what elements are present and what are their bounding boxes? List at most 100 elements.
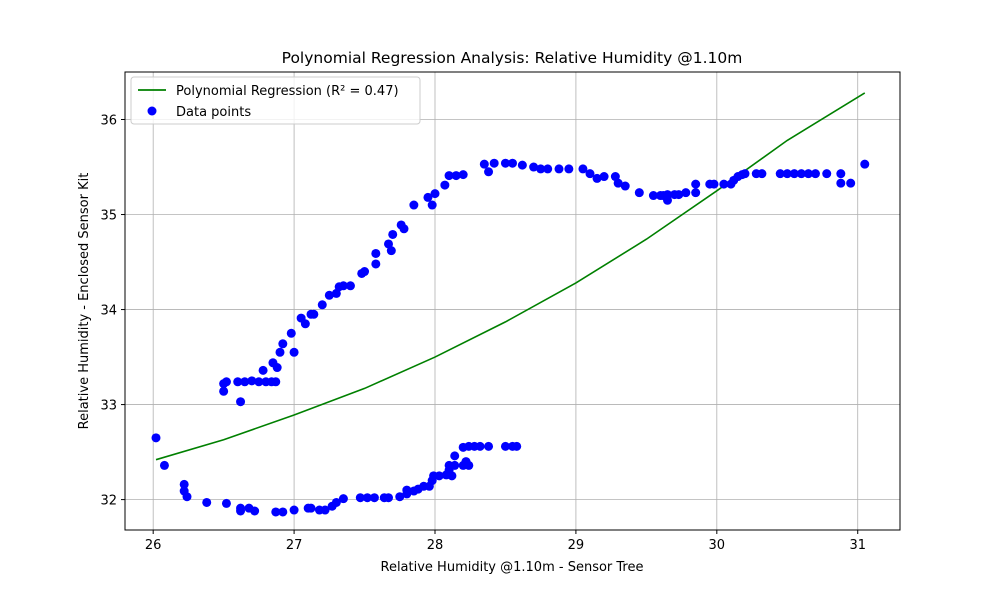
data-point <box>440 180 450 190</box>
data-point <box>846 178 856 188</box>
data-point <box>860 159 870 169</box>
data-point <box>479 159 489 169</box>
x-tick-label: 26 <box>145 538 162 553</box>
data-point <box>681 188 691 198</box>
data-point <box>663 195 672 205</box>
data-point <box>233 377 243 387</box>
data-point <box>320 505 330 515</box>
data-point <box>500 441 510 451</box>
data-point <box>254 377 264 387</box>
data-point <box>250 506 260 516</box>
data-point <box>592 173 602 183</box>
data-point <box>451 171 461 181</box>
data-point <box>782 169 792 179</box>
data-point <box>402 485 412 495</box>
data-point <box>430 189 440 199</box>
y-tick-label: 33 <box>100 399 117 414</box>
data-point <box>345 281 355 291</box>
data-point <box>309 309 319 319</box>
data-point <box>508 158 517 168</box>
legend-fit-label: Polynomial Regression (R² = 0.47) <box>176 84 399 99</box>
legend: Polynomial Regression (R² = 0.47) Data p… <box>130 76 421 125</box>
data-point <box>388 229 398 239</box>
plot-area-frame <box>124 71 901 531</box>
data-point <box>179 479 189 489</box>
legend-points-swatch <box>147 106 157 116</box>
data-point <box>236 506 246 516</box>
data-point <box>434 471 444 481</box>
data-point <box>564 164 574 174</box>
data-point <box>585 169 595 179</box>
chart-title: Polynomial Regression Analysis: Relative… <box>282 49 743 67</box>
data-point <box>484 441 494 451</box>
data-point <box>450 460 460 470</box>
data-point <box>286 328 296 338</box>
data-point <box>331 497 341 507</box>
x-axis-label: Relative Humidity @1.10m - Sensor Tree <box>381 560 644 575</box>
data-point <box>599 172 609 182</box>
data-point <box>691 188 701 198</box>
data-point <box>836 178 846 188</box>
data-point <box>613 178 623 188</box>
data-point <box>355 493 365 503</box>
data-point <box>789 169 799 179</box>
data-point <box>475 441 485 451</box>
x-tick-label: 29 <box>568 538 585 553</box>
data-point <box>317 300 327 310</box>
data-point <box>578 164 588 174</box>
data-point <box>803 169 813 179</box>
data-point <box>289 347 299 357</box>
data-point <box>240 377 250 387</box>
x-tick-label: 30 <box>709 538 726 553</box>
data-point <box>324 290 334 300</box>
x-tick-label: 28 <box>427 538 444 553</box>
data-point <box>554 164 564 174</box>
data-point <box>386 246 396 256</box>
data-point <box>512 441 522 451</box>
data-point <box>822 169 832 179</box>
data-point <box>691 179 701 189</box>
data-point <box>796 169 806 179</box>
data-point <box>517 160 527 170</box>
x-tick-label: 27 <box>286 538 303 553</box>
legend-box <box>130 76 421 125</box>
data-point <box>458 170 468 180</box>
data-point <box>159 460 169 470</box>
data-point <box>278 507 288 517</box>
data-point <box>836 169 846 179</box>
y-tick-label: 32 <box>100 494 117 509</box>
data-point <box>634 188 644 198</box>
data-point <box>674 190 684 200</box>
data-point <box>271 507 281 517</box>
y-axis-label: Relative Humidity - Enclosed Sensor Kit <box>77 173 92 430</box>
data-point <box>300 319 310 329</box>
x-axis-ticks: 26 27 28 29 30 31 <box>145 530 866 553</box>
grid <box>125 72 900 530</box>
data-point <box>306 503 316 513</box>
data-point <box>362 493 372 503</box>
data-point <box>536 164 546 174</box>
data-point <box>740 169 750 179</box>
data-point <box>236 397 246 407</box>
data-point <box>464 460 474 470</box>
data-point <box>258 365 268 375</box>
data-point <box>221 377 231 387</box>
data-point <box>427 200 437 210</box>
data-point <box>409 200 419 210</box>
data-point <box>202 497 212 507</box>
data-point <box>289 505 299 515</box>
x-tick-label: 31 <box>849 538 866 553</box>
data-point <box>275 347 285 357</box>
data-point <box>484 167 494 177</box>
y-tick-label: 36 <box>100 114 117 129</box>
data-point <box>221 498 231 508</box>
y-tick-label: 35 <box>100 209 117 224</box>
data-point <box>219 386 229 396</box>
data-point <box>757 169 767 179</box>
data-point <box>500 158 510 168</box>
data-point <box>395 492 405 502</box>
data-point <box>450 451 460 461</box>
legend-points-label: Data points <box>176 105 251 120</box>
data-point <box>775 169 785 179</box>
